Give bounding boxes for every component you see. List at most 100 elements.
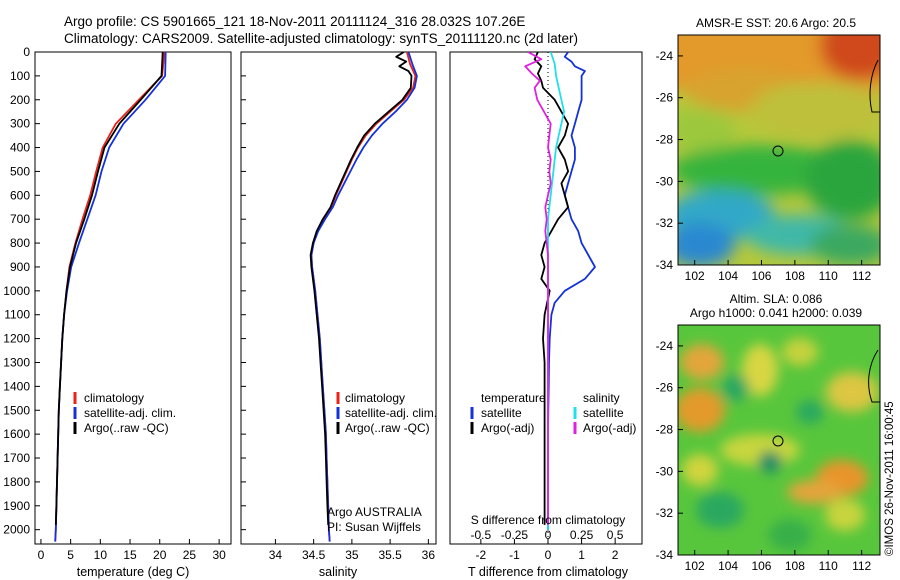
salinity-x-axis-label: salinity — [319, 565, 358, 579]
legend-argo-label: Argo(..raw -QC) — [345, 421, 430, 435]
legend-s-satellite-label: satellite — [583, 406, 624, 420]
lat-tick-label: -24 — [656, 339, 674, 353]
sla-map-field — [678, 325, 880, 555]
difference-legend: temperature satellite Argo(-adj) salinit… — [470, 391, 636, 435]
t-diff-argo-line — [533, 52, 569, 525]
depth-tick-label: 400 — [10, 141, 30, 155]
lon-tick-label: 104 — [718, 269, 738, 283]
lat-tick-label: -34 — [656, 258, 674, 272]
temperature-x-axis-label: temperature (deg C) — [77, 565, 190, 579]
legend-argo-label: Argo(..raw -QC) — [84, 421, 169, 435]
sst-map-lat-ticks: -24 -26 -28 -30 -32 -34 — [656, 49, 683, 272]
argo-country-note: Argo AUSTRALIA — [327, 505, 422, 519]
lat-tick-label: -30 — [656, 174, 674, 188]
figure-title-line2: Climatology: CARS2009. Satellite-adjuste… — [64, 31, 578, 46]
salinity-lines — [309, 52, 418, 542]
lon-tick-label: 106 — [751, 269, 771, 283]
t-difference-axis-label: T difference from climatology — [468, 565, 629, 579]
lon-tick-label: 112 — [852, 269, 871, 283]
legend-t-argo-label: Argo(-adj) — [481, 421, 534, 435]
s-diff-tick-label: 0.25 — [570, 528, 594, 542]
s-diff-tick-label: -0.25 — [501, 528, 529, 542]
imos-credit: ©IMOS 26-Nov-2011 16:00:45 — [884, 401, 896, 556]
sst-map-panel: AMSR-E SST: 20.6 Argo: 20.5 -24 -26 -28 -30… — [656, 16, 881, 283]
depth-tick-label: 1400 — [3, 379, 30, 393]
t-diff-tick-label: 1 — [578, 548, 585, 562]
depth-tick-label: 1900 — [3, 499, 30, 513]
lon-tick-label: 110 — [819, 269, 838, 283]
legend-salinity-title: salinity — [583, 391, 620, 405]
sst-map-title: AMSR-E SST: 20.6 Argo: 20.5 — [696, 16, 856, 30]
sla-map-frame — [677, 324, 881, 556]
lon-tick-label: 108 — [785, 269, 805, 283]
temperature-tick-label: 25 — [183, 548, 197, 562]
t-diff-tick-label: 2 — [612, 548, 619, 562]
temperature-tick-label: 0 — [38, 548, 45, 562]
depth-tick-label: 1600 — [3, 427, 30, 441]
lat-tick-label: -32 — [656, 216, 674, 230]
depth-tick-label: 1300 — [3, 355, 30, 369]
salinity-tick-label: 35 — [345, 548, 359, 562]
sst-map-frame — [677, 34, 881, 266]
sla-map-title-line2: Argo h1000: 0.041 h2000: 0.039 — [690, 306, 862, 320]
salinity-axes-frame — [240, 51, 437, 545]
s-diff-tick-label: 0.5 — [607, 528, 624, 542]
lat-tick-label: -32 — [656, 506, 674, 520]
t-diff-tick-label: 0 — [545, 548, 552, 562]
temperature-tick-label: 30 — [212, 548, 226, 562]
lat-tick-label: -26 — [656, 91, 674, 105]
depth-tick-label: 100 — [10, 69, 30, 83]
s-diff-tick-label: -0.5 — [471, 528, 492, 542]
difference-x-ticks: -2 -1 0 1 2 -0.5 -0.25 0 0.25 0.5 — [471, 528, 624, 562]
depth-tick-labels: 0 100 200 300 400 500 600 700 800 900 1000 1100 1200… — [3, 45, 40, 537]
depth-tick-label: 300 — [10, 117, 30, 131]
lon-tick-label: 102 — [685, 559, 705, 573]
temperature-axes-frame — [34, 51, 232, 545]
salinity-tick-label: 36 — [422, 548, 436, 562]
temperature-tick-label: 5 — [67, 548, 74, 562]
legend-s-argo-label: Argo(-adj) — [583, 421, 636, 435]
salinity-x-ticks: 34 34.5 35 35.5 36 — [269, 539, 436, 562]
depth-tick-label: 600 — [10, 188, 30, 202]
lon-tick-label: 102 — [685, 269, 705, 283]
argo-pi-note: PI: Susan Wijffels — [327, 520, 421, 534]
lon-tick-label: 106 — [751, 559, 771, 573]
salinity-panel: 34 34.5 35 35.5 36 climatology satellite-adj… — [240, 51, 437, 579]
difference-axes-frame — [449, 51, 643, 545]
depth-tick-label: 500 — [10, 164, 30, 178]
temperature-tick-label: 15 — [123, 548, 137, 562]
lon-tick-label: 104 — [718, 559, 738, 573]
legend-climatology-label: climatology — [345, 391, 405, 405]
temperature-tick-label: 20 — [153, 548, 167, 562]
lat-tick-label: -30 — [656, 464, 674, 478]
lat-tick-label: -24 — [656, 49, 674, 63]
depth-tick-label: 800 — [10, 236, 30, 250]
depth-tick-label: 1000 — [3, 284, 30, 298]
lon-tick-label: 108 — [785, 559, 805, 573]
salinity-legend: climatology satellite-adj. clim. Argo(..… — [336, 391, 437, 435]
salinity-tick-label: 34 — [269, 548, 283, 562]
argo-position-marker — [772, 435, 784, 447]
lat-tick-label: -28 — [656, 423, 674, 437]
depth-tick-label: 1100 — [4, 308, 30, 322]
temperature-legend: climatology satellite-adj. clim. Argo(..… — [73, 391, 176, 435]
salinity-tick-label: 35.5 — [378, 548, 402, 562]
depth-tick-label: 1200 — [3, 332, 30, 346]
argo-position-marker — [772, 145, 784, 157]
lat-tick-label: -28 — [656, 133, 674, 147]
sla-map-lon-ticks: 102 104 106 108 110 112 — [685, 550, 872, 573]
s-diff-tick-label: 0 — [545, 528, 552, 542]
depth-tick-label: 1700 — [3, 451, 30, 465]
sst-map-lon-ticks: 102 104 106 108 110 112 — [685, 260, 872, 283]
temperature-lines — [54, 52, 167, 542]
temperature-tick-label: 10 — [94, 548, 108, 562]
temperature-x-ticks: 0 5 10 15 20 25 30 — [38, 539, 226, 562]
lon-tick-label: 112 — [852, 559, 871, 573]
lat-tick-label: -34 — [656, 548, 674, 562]
legend-satellite-label: satellite-adj. clim. — [84, 406, 176, 420]
salinity-y-ticks — [241, 51, 246, 531]
sst-map-field — [678, 35, 880, 265]
lon-tick-label: 110 — [819, 559, 838, 573]
s-difference-axis-label: S difference from climatology — [471, 513, 626, 527]
depth-tick-label: 900 — [10, 260, 30, 274]
